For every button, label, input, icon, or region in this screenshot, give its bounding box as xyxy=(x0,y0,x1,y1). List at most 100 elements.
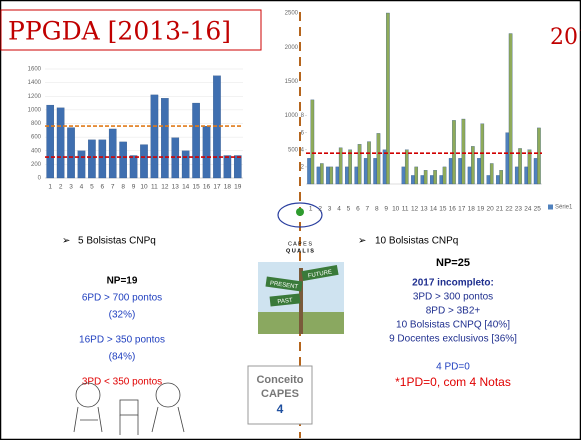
x-tick-label: 11 xyxy=(151,184,158,191)
bar xyxy=(471,146,474,184)
left-line: 6PD > 700 pontos xyxy=(82,293,162,304)
x-tick-label: 15 xyxy=(439,206,447,213)
bar xyxy=(528,150,531,184)
x-tick-label: 20 xyxy=(486,206,494,213)
x-tick-label: 5 xyxy=(347,206,351,213)
legend-swatch xyxy=(548,205,553,210)
x-tick-label: 16 xyxy=(203,184,211,191)
y-tick-label: 1400 xyxy=(28,80,42,86)
bar xyxy=(452,120,455,184)
x-tick-label: 1 xyxy=(309,206,313,213)
bar xyxy=(462,119,465,184)
x-tick-label: 16 xyxy=(449,206,457,213)
right-line: 3PD > 300 pontos xyxy=(413,292,493,303)
bar xyxy=(224,156,231,178)
right-line: 10 Bolsistas CNPQ [40%] xyxy=(396,320,510,331)
bar xyxy=(364,158,367,184)
right-line: 8PD > 3B2+ xyxy=(426,306,481,317)
slide-title: PPGDA [2013-16] xyxy=(8,17,231,46)
bar xyxy=(458,158,461,184)
bar xyxy=(402,167,405,184)
x-tick-label: 9 xyxy=(132,184,136,191)
x-tick-label: 7 xyxy=(366,206,370,213)
x-tick-label: 21 xyxy=(496,206,504,213)
y-tick-label: 200 xyxy=(31,162,42,168)
y-tick-label: 600 xyxy=(31,135,42,141)
bar xyxy=(192,103,199,178)
bar xyxy=(405,150,408,184)
x-tick-label: 15 xyxy=(192,184,200,191)
x-tick-label: 1 xyxy=(48,184,52,191)
bar xyxy=(421,175,424,184)
y-tick-label: 2500 xyxy=(285,11,299,17)
logo-text: C A P E S xyxy=(288,241,312,247)
x-tick-label: 12 xyxy=(161,184,169,191)
bar xyxy=(67,128,74,178)
y-tick-label: 1500 xyxy=(285,79,299,85)
right-note: *1PD=0, com 4 Notas xyxy=(395,375,511,389)
x-tick-label: 7 xyxy=(111,184,115,191)
left-line: 16PD > 350 pontos xyxy=(79,335,165,346)
bar xyxy=(496,175,499,184)
x-tick-label: 4 xyxy=(80,184,84,191)
right-pd: 4 PD=0 xyxy=(436,362,470,373)
bar xyxy=(348,150,351,184)
right-np: NP=25 xyxy=(436,257,470,269)
concept-text: Conceito xyxy=(256,374,303,386)
slide-title-right: 201 xyxy=(550,25,581,50)
x-tick-label: 9 xyxy=(384,206,388,213)
bar xyxy=(373,158,376,184)
bar xyxy=(182,151,189,178)
bar xyxy=(415,167,418,184)
bar xyxy=(130,156,137,178)
bar xyxy=(386,13,389,184)
x-tick-label: 6 xyxy=(356,206,360,213)
x-tick-label: 12 xyxy=(411,206,419,213)
right-heading: 2017 incompleto: xyxy=(412,278,494,289)
x-tick-label: 13 xyxy=(172,184,180,191)
x-tick-label: 2 xyxy=(318,206,322,213)
x-tick-label: 23 xyxy=(515,206,523,213)
bar xyxy=(487,175,490,184)
x-tick-label: 10 xyxy=(392,206,400,213)
y-tick-label: 1000 xyxy=(28,107,42,113)
x-tick-label: 18 xyxy=(224,184,232,191)
bar xyxy=(383,150,386,184)
bar xyxy=(109,129,116,178)
slide: PPGDA [2013-16] 201 ➢ 5 Bolsistas CNPq N… xyxy=(0,0,581,440)
bar xyxy=(358,144,361,184)
x-tick-label: 10 xyxy=(140,184,148,191)
right-line: 9 Docentes exclusivos [36%] xyxy=(389,334,517,345)
x-tick-label: 14 xyxy=(182,184,190,191)
bar xyxy=(506,133,509,184)
bar xyxy=(377,133,380,184)
bar xyxy=(468,167,471,184)
logo-dot xyxy=(296,208,304,216)
bar xyxy=(161,98,168,178)
bar xyxy=(99,140,106,178)
x-tick-label: 3 xyxy=(328,206,332,213)
bar xyxy=(355,167,358,184)
logo-text: Q U A L I S xyxy=(286,248,314,254)
y-tick-label: 1000 xyxy=(285,113,299,119)
bar xyxy=(537,128,540,184)
bar xyxy=(515,167,518,184)
bar xyxy=(443,167,446,184)
bar xyxy=(525,167,528,184)
x-tick-label: 14 xyxy=(430,206,438,213)
bar xyxy=(172,138,179,178)
bullet-icon: ➢ xyxy=(358,236,366,247)
x-tick-label: 8 xyxy=(375,206,379,213)
x-tick-label: 17 xyxy=(213,184,221,191)
bar xyxy=(330,167,333,184)
bar xyxy=(140,145,147,178)
bar xyxy=(534,158,537,184)
bar xyxy=(411,175,414,184)
y-tick-label: 1600 xyxy=(28,67,42,73)
y-tick-label: 800 xyxy=(31,121,42,127)
bar xyxy=(509,34,512,184)
right-bullet: 10 Bolsistas CNPq xyxy=(375,236,458,247)
bar xyxy=(440,175,443,184)
bar xyxy=(345,167,348,184)
x-tick-label: 24 xyxy=(524,206,532,213)
